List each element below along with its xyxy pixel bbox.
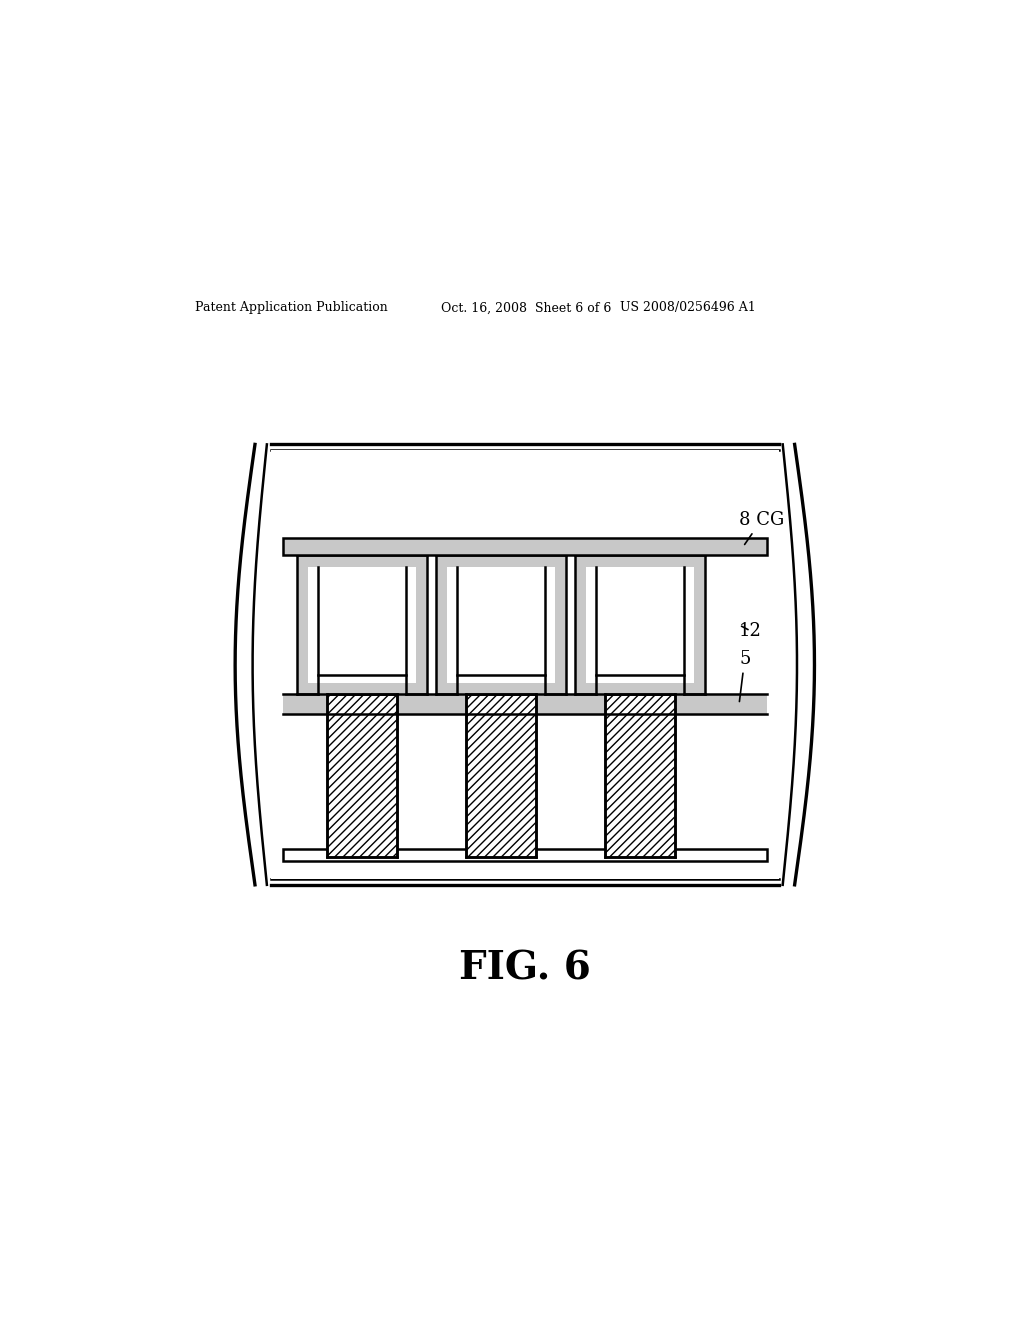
Bar	[318, 566, 406, 675]
Bar	[694, 556, 705, 694]
Bar	[684, 566, 694, 684]
Text: Patent Application Publication: Patent Application Publication	[196, 301, 388, 314]
Bar	[586, 566, 596, 684]
Text: US 2008/0256496 A1: US 2008/0256496 A1	[620, 301, 756, 314]
Bar	[574, 556, 586, 694]
Bar	[574, 556, 705, 694]
Bar	[297, 556, 308, 694]
Bar	[436, 556, 566, 566]
Bar	[436, 556, 447, 694]
Text: 5: 5	[739, 649, 751, 701]
Bar	[458, 566, 545, 675]
Text: Oct. 16, 2008  Sheet 6 of 6: Oct. 16, 2008 Sheet 6 of 6	[441, 301, 612, 314]
Text: 12: 12	[739, 622, 762, 640]
Bar	[406, 566, 416, 684]
Bar	[605, 694, 675, 857]
Bar	[545, 566, 555, 684]
Bar	[308, 566, 416, 675]
Bar	[466, 694, 536, 857]
Bar	[436, 684, 566, 694]
Bar	[447, 566, 555, 675]
Bar	[297, 684, 427, 694]
Bar	[283, 539, 767, 556]
Bar	[436, 556, 566, 694]
Text: FIG. 6: FIG. 6	[459, 949, 591, 987]
Bar	[270, 450, 778, 879]
Bar	[416, 556, 427, 694]
Bar	[328, 694, 397, 857]
Bar	[574, 684, 705, 694]
Bar	[447, 566, 458, 684]
Text: 8 CG: 8 CG	[739, 511, 784, 544]
Bar	[283, 849, 767, 861]
Bar	[283, 694, 767, 714]
Bar	[555, 556, 566, 694]
Bar	[574, 556, 705, 566]
Bar	[596, 566, 684, 675]
Bar	[297, 556, 427, 566]
Bar	[297, 556, 427, 694]
Bar	[586, 566, 694, 675]
Bar	[308, 566, 318, 684]
